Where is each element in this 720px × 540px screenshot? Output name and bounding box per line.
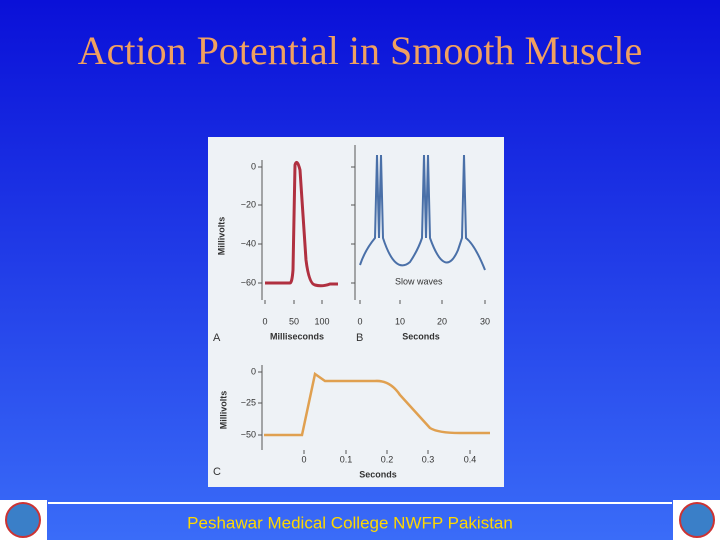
annotation: Slow waves — [395, 276, 443, 286]
logo-right — [673, 500, 720, 540]
tick-label: 100 — [314, 316, 329, 326]
axis-label: Millivolts — [216, 217, 226, 256]
tick-label: −40 — [241, 238, 256, 248]
axis-label: Seconds — [359, 469, 397, 479]
tick-label: 20 — [437, 316, 447, 326]
tick-label: 50 — [289, 316, 299, 326]
tick-label: 0 — [357, 316, 362, 326]
tick-label: 10 — [395, 316, 405, 326]
tick-label: 0 — [301, 454, 306, 464]
curve-b — [359, 154, 486, 271]
footer-text: Peshawar Medical College NWFP Pakistan — [187, 513, 513, 532]
panel-letter: B — [356, 332, 363, 344]
tick-label: 0 — [251, 366, 256, 376]
tick-label: 0.1 — [340, 454, 353, 464]
curve-a — [265, 160, 338, 288]
logo-left — [0, 500, 47, 540]
tick-label: 30 — [480, 316, 490, 326]
axis-label: Millivolts — [218, 391, 228, 430]
axis-label: Seconds — [402, 331, 440, 341]
tick-label: −50 — [241, 429, 256, 439]
panel-letter: C — [213, 466, 221, 478]
tick-label: −60 — [241, 277, 256, 287]
slide-title: Action Potential in Smooth Muscle — [78, 28, 642, 73]
axis-label: Milliseconds — [270, 331, 324, 341]
panel-letter: A — [213, 332, 221, 344]
tick-label: −25 — [241, 397, 256, 407]
tick-label: 0.2 — [381, 454, 394, 464]
tick-label: −20 — [241, 199, 256, 209]
curve-c — [264, 371, 490, 437]
figure-bg — [208, 137, 504, 487]
tick-label: 0 — [262, 316, 267, 326]
tick-label: 0.3 — [422, 454, 435, 464]
figure: 0 −20 −40 −60 0 50 100 Millivolts Millis… — [208, 137, 504, 487]
tick-label: 0 — [251, 161, 256, 171]
tick-label: 0.4 — [464, 454, 477, 464]
